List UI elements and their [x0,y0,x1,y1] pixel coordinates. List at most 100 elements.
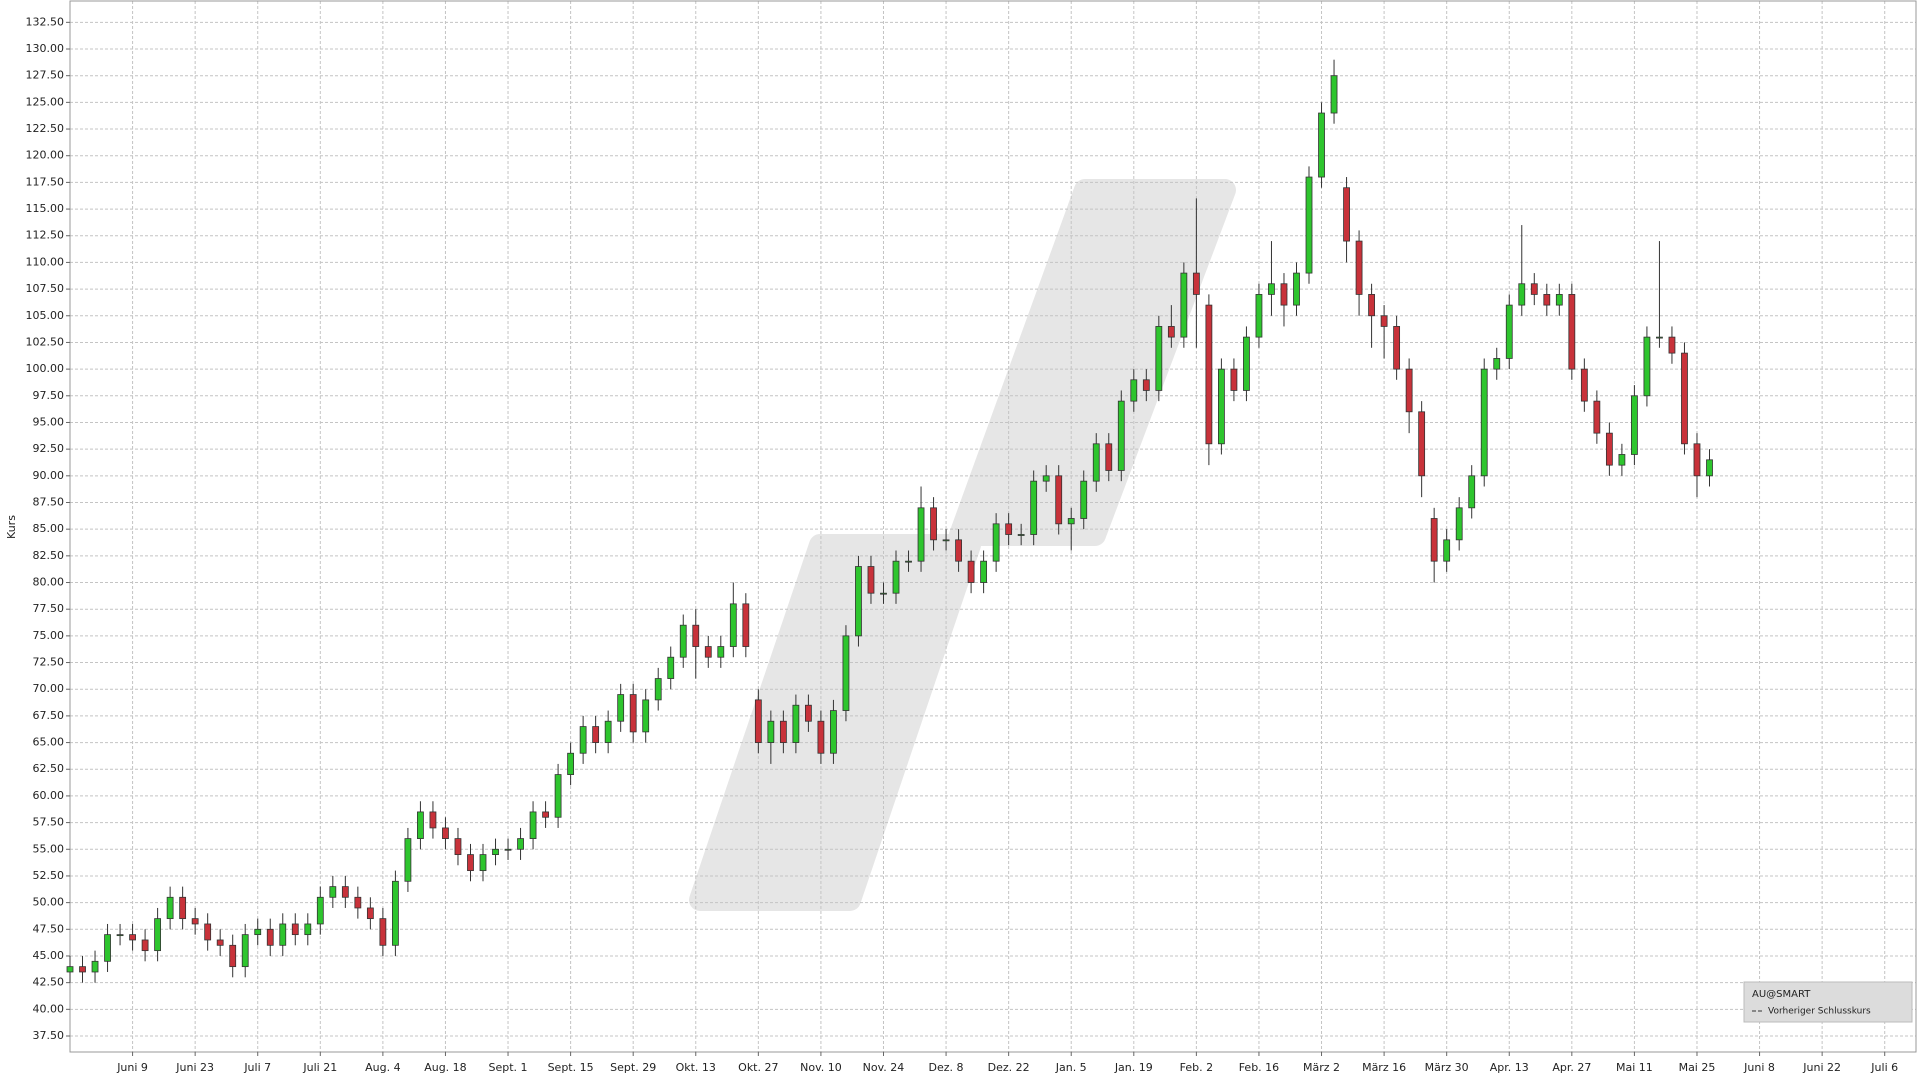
y-tick-label: 82.50 [33,549,65,562]
y-tick-label: 117.50 [26,175,65,188]
y-tick-label: 130.00 [26,42,65,55]
candle-body [767,720,775,743]
candle-body [391,880,399,946]
candle-body [354,896,362,909]
y-tick-label: 75.00 [33,629,65,642]
candle-body [1280,283,1288,306]
candle-body [66,966,74,973]
candle-body [179,896,187,920]
x-tick-label: Apr. 27 [1552,1061,1591,1074]
candle-body [1067,518,1075,525]
candle-body [967,560,975,583]
candle-body [604,720,612,743]
x-tick-label: Juni 23 [175,1061,214,1074]
candle-body [1330,75,1338,114]
candle-body [442,827,449,839]
candle-body [1643,336,1651,397]
candle-body [1368,294,1375,317]
x-tick-label: Juli 6 [1870,1061,1898,1074]
x-tick-label: Dez. 8 [929,1061,964,1074]
candle-body [1681,352,1688,445]
y-tick-label: 102.50 [26,335,65,348]
candle-body [1142,379,1150,391]
x-tick-label: Jan. 5 [1055,1061,1087,1074]
x-tick-label: Okt. 27 [738,1061,778,1074]
candle-body [1167,326,1175,338]
y-tick-label: 77.50 [33,602,65,615]
candle-body [805,704,812,722]
candle-body [1017,534,1025,536]
y-tick-label: 65.00 [33,736,65,749]
candle-body [1293,272,1300,306]
y-tick-label: 92.50 [33,442,65,455]
x-tick-label: Okt. 13 [676,1061,716,1074]
x-tick-label: Juli 21 [302,1061,337,1074]
candle-body [79,966,86,973]
y-tick-label: 85.00 [33,522,65,535]
candle-body [1243,336,1250,391]
y-tick-label: 40.00 [33,1002,65,1015]
y-tick-label: 107.50 [26,282,65,295]
candle-body [1030,480,1038,535]
candle-body [1493,358,1501,370]
candle-body [905,560,912,563]
x-tick-label: Juni 9 [116,1061,148,1074]
candle-body [1130,379,1138,402]
candle-body [1080,480,1088,519]
candle-body [216,939,224,946]
candle-body [1055,475,1063,525]
candle-body [679,624,687,658]
x-tick-label: März 2 [1303,1061,1340,1074]
candle-body [492,848,499,856]
candle-body [1105,443,1113,471]
candle-body [1430,518,1438,562]
x-tick-label: Juli 7 [243,1061,271,1074]
y-tick-label: 125.00 [26,95,65,108]
candle-body [1305,176,1313,274]
candle-body [779,720,787,743]
candle-body [467,854,474,872]
candle-body [1393,326,1401,370]
x-tick-label: Nov. 10 [800,1061,842,1074]
candle-body [1505,304,1513,359]
candle-body [279,923,287,946]
candle-body [1318,112,1325,178]
y-tick-label: 50.00 [33,896,65,909]
y-tick-label: 55.00 [33,842,65,855]
candle-body [855,566,862,637]
candle-body [1042,475,1050,482]
candle-body [704,646,712,658]
y-tick-label: 62.50 [33,762,65,775]
candle-body [1580,368,1588,402]
candle-body [254,928,262,936]
candle-body [554,774,562,818]
candle-body [629,694,637,733]
x-tick-label: Aug. 4 [365,1061,400,1074]
x-tick-label: Mai 11 [1616,1061,1653,1074]
candle-body [1405,368,1413,413]
candle-body [754,699,762,743]
y-tick-label: 110.00 [26,255,65,268]
candle-body [742,603,750,647]
y-tick-label: 105.00 [26,309,65,322]
candle-body [229,944,237,968]
candle-body [379,918,387,946]
candle-body [955,539,962,562]
candle-body [1092,443,1100,482]
y-tick-label: 52.50 [33,869,65,882]
y-tick-label: 80.00 [33,576,65,589]
candle-body [842,635,850,711]
y-tick-label: 132.50 [26,15,65,28]
y-axis-label: Kurs [5,515,18,539]
candle-body [1005,523,1013,535]
x-tick-label: Aug. 18 [424,1061,466,1074]
y-tick-label: 87.50 [33,495,65,508]
x-tick-label: Sept. 29 [610,1061,656,1074]
candle-body [454,838,462,856]
candle-body [1543,294,1551,306]
candle-body [129,934,136,941]
candle-body [930,507,937,541]
candle-body [204,923,212,941]
x-tick-label: Juni 22 [1802,1061,1841,1074]
